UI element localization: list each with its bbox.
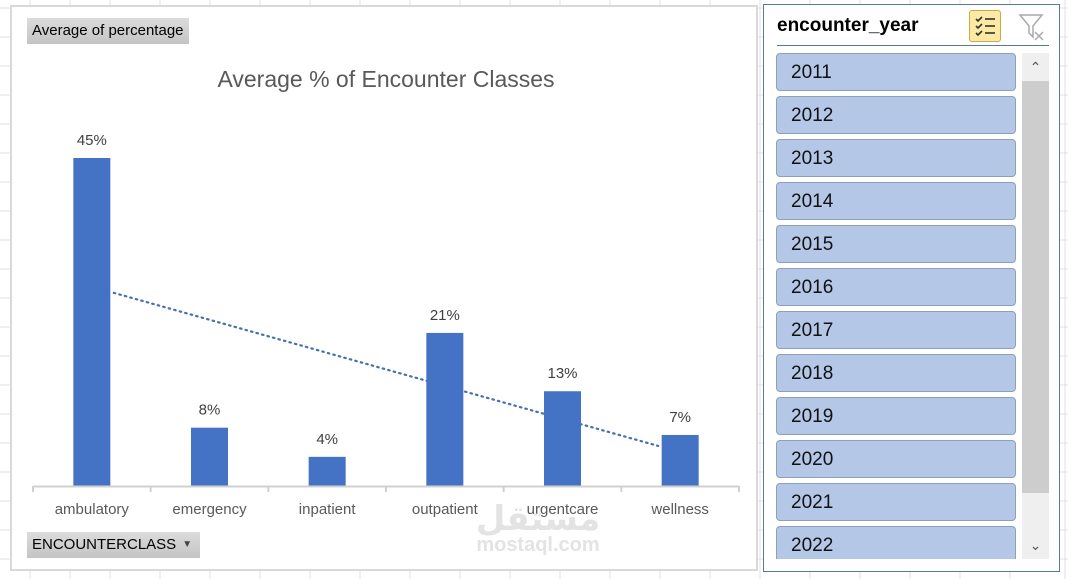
scroll-down-button[interactable]: ⌄ [1022, 531, 1049, 559]
multi-select-icon [975, 16, 995, 37]
data-label: 7% [669, 409, 691, 426]
slicer-item-label: 2022 [791, 535, 834, 556]
year-slicer[interactable]: encounter_year 2011 2012 2013 2014 2015 2016 2… [763, 4, 1060, 572]
bar-outpatient[interactable] [426, 332, 464, 486]
data-label: 8% [199, 402, 221, 419]
pivot-chart[interactable] [10, 5, 758, 571]
slicer-scrollbar[interactable]: ⌃ ⌄ [1022, 53, 1049, 559]
category-label: wellness [650, 501, 709, 518]
slicer-item-2021[interactable]: 2021 [776, 483, 1016, 521]
slicer-item-list: 2011 2012 2013 2014 2015 2016 2017 2018 2019 2020… [776, 52, 1016, 559]
slicer-item-label: 2011 [791, 62, 832, 83]
slicer-divider [777, 45, 1049, 46]
scroll-up-button[interactable]: ⌃ [1022, 53, 1049, 81]
axis-field-label: ENCOUNTERCLASS [32, 536, 177, 553]
category-label: inpatient [299, 501, 357, 518]
chevron-down-icon: ⌄ [1029, 537, 1042, 553]
bar-inpatient[interactable] [308, 456, 346, 486]
slicer-item-2013[interactable]: 2013 [776, 139, 1016, 177]
slicer-item-2020[interactable]: 2020 [776, 440, 1016, 478]
slicer-item-2022[interactable]: 2022 [776, 526, 1016, 559]
data-label: 21% [430, 307, 460, 324]
slicer-item-label: 2015 [791, 234, 834, 255]
slicer-item-label: 2016 [791, 277, 834, 298]
slicer-item-label: 2013 [791, 148, 834, 169]
bar-emergency[interactable] [191, 427, 228, 486]
slicer-item-2018[interactable]: 2018 [776, 354, 1016, 392]
category-label: urgentcare [527, 501, 599, 518]
scroll-thumb[interactable] [1022, 81, 1049, 493]
bar-urgentcare[interactable] [544, 391, 581, 486]
slicer-item-2016[interactable]: 2016 [776, 268, 1016, 306]
slicer-item-label: 2019 [791, 406, 834, 427]
dropdown-arrow-icon: ▼ [182, 539, 193, 551]
category-label: emergency [172, 501, 247, 518]
data-label: 13% [547, 365, 577, 382]
slicer-title: encounter_year [777, 15, 919, 36]
value-field-button[interactable]: Average of percentage [27, 18, 189, 44]
slicer-item-2017[interactable]: 2017 [776, 311, 1016, 349]
category-label: outpatient [412, 501, 479, 518]
clear-filter-icon [1018, 14, 1044, 41]
slicer-item-2014[interactable]: 2014 [776, 182, 1016, 220]
slicer-item-2012[interactable]: 2012 [776, 96, 1016, 134]
slicer-item-2015[interactable]: 2015 [776, 225, 1016, 263]
category-label: ambulatory [55, 501, 130, 518]
bar-chart: Average % of Encounter Classes 45% ambula… [32, 66, 740, 518]
slicer-item-label: 2014 [791, 191, 834, 212]
slicer-item-label: 2018 [791, 363, 834, 384]
slicer-item-label: 2021 [791, 492, 834, 513]
clear-filter-button[interactable] [1016, 11, 1048, 43]
data-label: 4% [316, 431, 338, 448]
slicer-item-label: 2017 [791, 320, 834, 341]
slicer-item-2011[interactable]: 2011 [776, 53, 1016, 91]
chart-title: Average % of Encounter Classes [217, 66, 554, 92]
axis-field-button[interactable]: ENCOUNTERCLASS ▼ [27, 532, 201, 558]
slicer-item-2019[interactable]: 2019 [776, 397, 1016, 435]
multi-select-button[interactable] [969, 10, 1001, 42]
bar-wellness[interactable] [661, 434, 699, 486]
slicer-item-label: 2012 [791, 105, 834, 126]
data-label: 45% [77, 132, 107, 149]
slicer-item-label: 2020 [791, 449, 834, 470]
bar-ambulatory[interactable] [73, 158, 111, 486]
chevron-up-icon: ⌃ [1029, 59, 1042, 75]
